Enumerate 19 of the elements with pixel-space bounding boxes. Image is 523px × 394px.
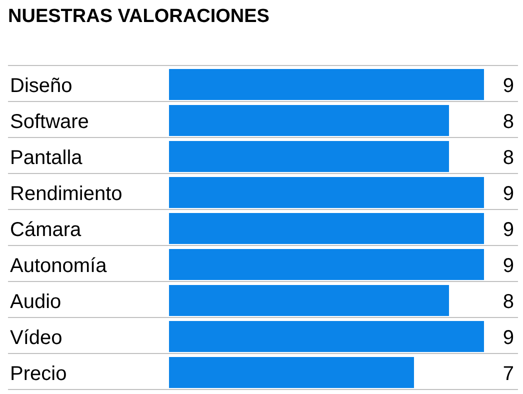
y-tick-label: Audio [10, 291, 62, 313]
y-tick-label: Software [10, 111, 89, 133]
data-label: 8 [502, 147, 514, 169]
y-tick-label: Autonomía [10, 255, 108, 277]
data-label: 9 [502, 219, 514, 241]
chart-title: NUESTRAS VALORACIONES [8, 6, 270, 27]
y-tick-label: Cámara [10, 219, 82, 241]
data-label: 9 [502, 183, 514, 205]
y-tick-label: Pantalla [10, 147, 84, 169]
data-label: 7 [502, 363, 514, 385]
y-tick-label: Rendimiento [10, 183, 122, 205]
data-label: 9 [502, 75, 514, 97]
data-label: 8 [502, 111, 514, 133]
data-label: 8 [502, 291, 514, 313]
data-label: 9 [502, 255, 514, 277]
y-tick-label: Precio [10, 363, 67, 385]
y-tick-label: Diseño [10, 75, 72, 97]
data-label: 9 [502, 327, 514, 349]
y-tick-label: Vídeo [10, 327, 62, 349]
